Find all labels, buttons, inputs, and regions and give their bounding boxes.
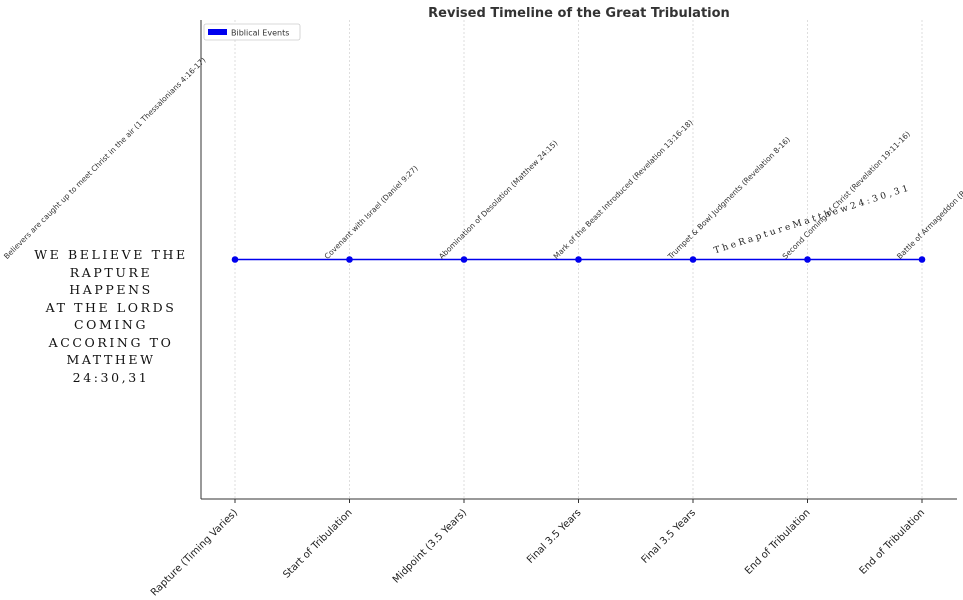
x-tick-label: Start of Tribulation [281,507,354,580]
x-tick-label: End of Tribulation [858,507,927,576]
event-annotation: Mark of the Beast Introduced (Revelation… [552,118,695,261]
data-point [231,256,239,263]
series-biblical-events [231,256,926,263]
event-annotation: Battle of Armageddon (Revelation 16:16) [895,145,963,261]
data-point [346,256,353,263]
rapture-belief-note: WE BELIEVE THE RAPTURE HAPPENS AT THE LO… [34,247,188,385]
event-annotation: Believers are caught up to meet Christ i… [2,55,207,260]
event-annotation: Abomination of Desolation (Matthew 24:15… [437,138,560,261]
x-ticks: Rapture (Timing Varies) Start of Tribulat… [149,499,927,598]
legend-box [203,23,301,41]
rapture-annotation: T h e R a p t u r e M a t t h e w 2 4 : … [713,184,910,256]
x-tick-label: Final 3.5 Years [525,507,583,565]
x-tick-label: Rapture (Timing Varies) [149,507,240,598]
data-point [460,256,468,263]
legend-label: Biblical Events [231,29,289,38]
data-point [918,256,926,263]
chart-title: Revised Timeline of the Great Tribulatio… [428,6,730,21]
x-tick-label: Midpoint (3.5 Years) [391,507,469,585]
x-tick-label: Final 3.5 Years [640,507,698,565]
data-point [804,256,811,263]
legend-swatch [208,29,227,35]
data-point [689,256,697,263]
data-point [575,256,582,263]
x-tick-label: End of Tribulation [743,507,812,576]
event-annotation: Covenant with Israel (Daniel 9:27) [323,164,420,261]
legend: Biblical Events [203,23,301,41]
event-annotations: Believers are caught up to meet Christ i… [2,55,963,261]
